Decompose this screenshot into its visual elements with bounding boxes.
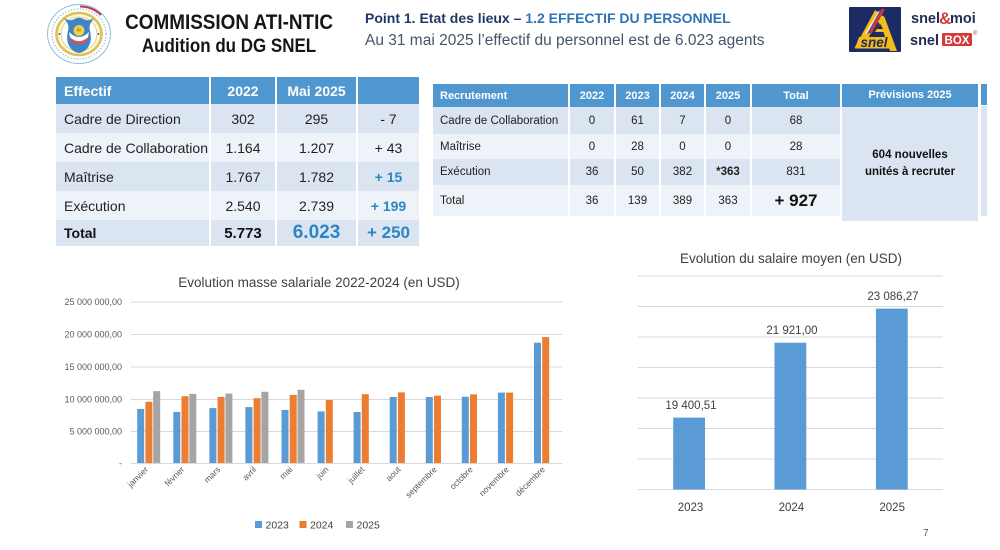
svg-text:Evolution du salaire moyen (en: Evolution du salaire moyen (en USD) [680, 251, 902, 266]
svg-text:octobre: octobre [448, 464, 475, 491]
svg-text:aout: aout [384, 464, 403, 483]
svg-text:-: - [119, 459, 122, 469]
svg-text:moi: moi [950, 11, 976, 27]
svg-text:19 400,51: 19 400,51 [665, 400, 716, 412]
svg-text:snel: snel [910, 33, 939, 49]
svg-text:&: & [939, 9, 951, 28]
svg-text:juillet: juillet [345, 464, 367, 486]
svg-text:Evolution masse salariale 2022: Evolution masse salariale 2022-2024 (en … [178, 275, 459, 290]
svg-text:BOX: BOX [945, 35, 970, 47]
svg-text:snel: snel [860, 35, 887, 50]
svg-text:23 086,27: 23 086,27 [867, 291, 918, 303]
svg-text:mars: mars [202, 464, 222, 484]
svg-text:7: 7 [923, 528, 929, 539]
svg-text:septembre: septembre [403, 464, 439, 500]
svg-text:2023: 2023 [678, 502, 704, 514]
svg-text:21 921,00: 21 921,00 [766, 325, 817, 337]
svg-text:février: février [162, 464, 186, 488]
svg-text:juin: juin [313, 464, 330, 481]
svg-text:®: ® [973, 30, 978, 37]
svg-text:novembre: novembre [477, 464, 511, 498]
svg-text:mai: mai [278, 464, 295, 481]
svg-text:2025: 2025 [879, 502, 905, 514]
svg-text:15 000 000,00: 15 000 000,00 [64, 362, 122, 372]
svg-text:décembre: décembre [513, 464, 547, 498]
svg-text:2025: 2025 [357, 520, 381, 532]
svg-text:2024: 2024 [310, 520, 334, 532]
svg-text:25 000 000,00: 25 000 000,00 [64, 297, 122, 307]
svg-text:snel: snel [911, 11, 940, 27]
svg-text:20 000 000,00: 20 000 000,00 [64, 330, 122, 340]
svg-text:2024: 2024 [779, 502, 805, 514]
svg-text:5 000 000,00: 5 000 000,00 [69, 427, 122, 437]
svg-text:janvier: janvier [125, 464, 151, 490]
svg-text:avril: avril [240, 464, 258, 482]
svg-text:10 000 000,00: 10 000 000,00 [64, 395, 122, 405]
svg-text:2023: 2023 [266, 520, 290, 532]
